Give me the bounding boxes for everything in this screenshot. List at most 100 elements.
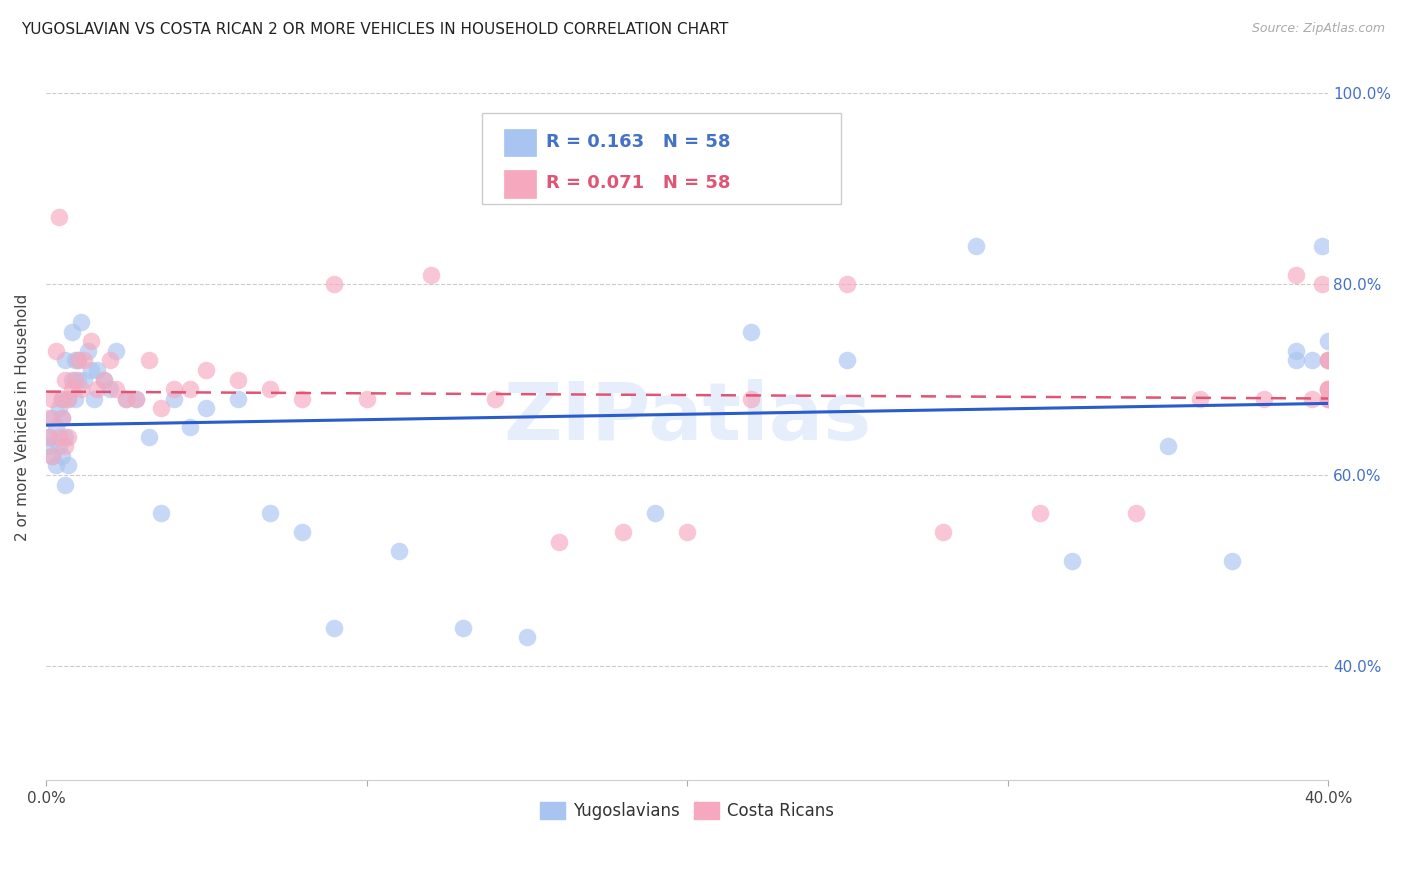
- Point: [1317, 382, 1340, 396]
- Point: [1220, 554, 1243, 568]
- Point: [53, 430, 76, 444]
- Point: [1317, 353, 1340, 368]
- Point: [115, 392, 138, 406]
- Point: [387, 544, 409, 558]
- Point: [291, 525, 314, 540]
- Point: [63, 353, 86, 368]
- Point: [58, 458, 80, 473]
- Point: [93, 373, 115, 387]
- Point: [1253, 392, 1275, 406]
- Point: [105, 382, 128, 396]
- Point: [1301, 392, 1323, 406]
- Point: [965, 239, 987, 253]
- Point: [1310, 277, 1333, 292]
- Point: [38, 439, 60, 453]
- Point: [51, 392, 73, 406]
- Point: [60, 382, 83, 396]
- Point: [48, 430, 70, 444]
- Point: [932, 525, 955, 540]
- Point: [41, 410, 63, 425]
- Point: [38, 430, 60, 444]
- Point: [125, 392, 148, 406]
- Text: Source: ZipAtlas.com: Source: ZipAtlas.com: [1251, 22, 1385, 36]
- FancyBboxPatch shape: [482, 113, 841, 203]
- Point: [837, 277, 859, 292]
- Point: [66, 373, 89, 387]
- Point: [98, 382, 121, 396]
- Point: [226, 373, 249, 387]
- Point: [66, 353, 89, 368]
- Point: [226, 392, 249, 406]
- Point: [125, 392, 148, 406]
- Point: [138, 353, 160, 368]
- Point: [51, 449, 73, 463]
- Point: [1188, 392, 1211, 406]
- Point: [51, 410, 73, 425]
- Point: [80, 334, 103, 349]
- Point: [38, 410, 60, 425]
- Point: [1317, 353, 1340, 368]
- Point: [63, 373, 86, 387]
- Point: [1285, 343, 1308, 358]
- Point: [1301, 353, 1323, 368]
- Point: [41, 392, 63, 406]
- Point: [76, 343, 98, 358]
- Point: [138, 430, 160, 444]
- Point: [48, 211, 70, 225]
- Point: [1285, 353, 1308, 368]
- Point: [1028, 506, 1050, 520]
- Point: [86, 363, 108, 377]
- Point: [837, 353, 859, 368]
- Point: [676, 525, 699, 540]
- Point: [484, 392, 506, 406]
- Point: [163, 382, 186, 396]
- Point: [323, 621, 346, 635]
- Point: [163, 392, 186, 406]
- Point: [1060, 554, 1083, 568]
- Point: [150, 506, 173, 520]
- Point: [86, 382, 108, 396]
- Point: [58, 392, 80, 406]
- Point: [51, 392, 73, 406]
- Point: [451, 621, 474, 635]
- Point: [1317, 353, 1340, 368]
- Point: [53, 353, 76, 368]
- Text: ZIPatlas: ZIPatlas: [503, 379, 872, 457]
- Point: [291, 392, 314, 406]
- Point: [48, 439, 70, 453]
- Text: YUGOSLAVIAN VS COSTA RICAN 2 OR MORE VEHICLES IN HOUSEHOLD CORRELATION CHART: YUGOSLAVIAN VS COSTA RICAN 2 OR MORE VEH…: [21, 22, 728, 37]
- Point: [53, 373, 76, 387]
- Point: [516, 630, 538, 644]
- Point: [150, 401, 173, 416]
- Point: [1317, 334, 1340, 349]
- Point: [1317, 382, 1340, 396]
- Point: [259, 506, 281, 520]
- Point: [70, 382, 93, 396]
- FancyBboxPatch shape: [503, 128, 536, 156]
- Point: [41, 449, 63, 463]
- Point: [740, 325, 762, 339]
- Point: [53, 477, 76, 491]
- Point: [612, 525, 634, 540]
- Point: [70, 315, 93, 329]
- Point: [80, 363, 103, 377]
- Point: [1125, 506, 1147, 520]
- Point: [419, 268, 441, 282]
- Point: [1317, 392, 1340, 406]
- Point: [179, 382, 201, 396]
- Point: [644, 506, 666, 520]
- Point: [1317, 392, 1340, 406]
- Point: [1317, 382, 1340, 396]
- Point: [60, 373, 83, 387]
- Point: [60, 325, 83, 339]
- Point: [83, 392, 105, 406]
- Point: [115, 392, 138, 406]
- Point: [45, 458, 67, 473]
- Point: [93, 373, 115, 387]
- Point: [45, 420, 67, 434]
- Point: [66, 353, 89, 368]
- Point: [73, 373, 96, 387]
- Y-axis label: 2 or more Vehicles in Household: 2 or more Vehicles in Household: [15, 294, 30, 541]
- Point: [105, 343, 128, 358]
- Point: [1157, 439, 1180, 453]
